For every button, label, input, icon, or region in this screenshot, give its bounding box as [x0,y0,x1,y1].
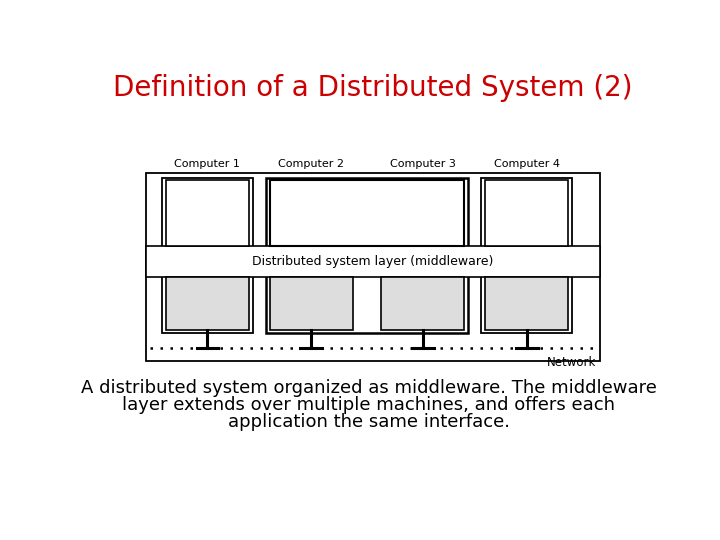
Text: Local OS 1: Local OS 1 [176,297,238,310]
Text: Computer 4: Computer 4 [494,159,560,168]
Text: application the same interface.: application the same interface. [228,413,510,431]
Text: layer extends over multiple machines, and offers each: layer extends over multiple machines, an… [122,396,616,414]
Bar [485,180,568,246]
Bar [266,178,468,333]
Text: Appl. A: Appl. A [185,206,230,220]
Text: Local OS 4: Local OS 4 [496,297,558,310]
Bar [162,178,253,333]
Bar [270,180,464,246]
Text: Definition of a Distributed System (2): Definition of a Distributed System (2) [112,74,632,102]
Text: Network: Network [546,356,596,369]
Text: Local OS 2: Local OS 2 [280,297,342,310]
Text: Application B: Application B [326,206,408,220]
Bar [382,276,464,330]
Text: Computer 3: Computer 3 [390,159,456,168]
Bar [485,276,568,330]
Bar [270,276,353,330]
Text: Local OS 3: Local OS 3 [392,297,454,310]
Bar [166,276,249,330]
Text: Appl. C: Appl. C [505,206,549,220]
Bar [482,178,572,333]
Text: Computer 2: Computer 2 [278,159,344,168]
Bar [166,180,249,246]
Text: Distributed system layer (middleware): Distributed system layer (middleware) [252,255,493,268]
Text: A distributed system organized as middleware. The middleware: A distributed system organized as middle… [81,379,657,397]
Bar [145,173,600,361]
Text: Computer 1: Computer 1 [174,159,240,168]
Bar [145,246,600,276]
